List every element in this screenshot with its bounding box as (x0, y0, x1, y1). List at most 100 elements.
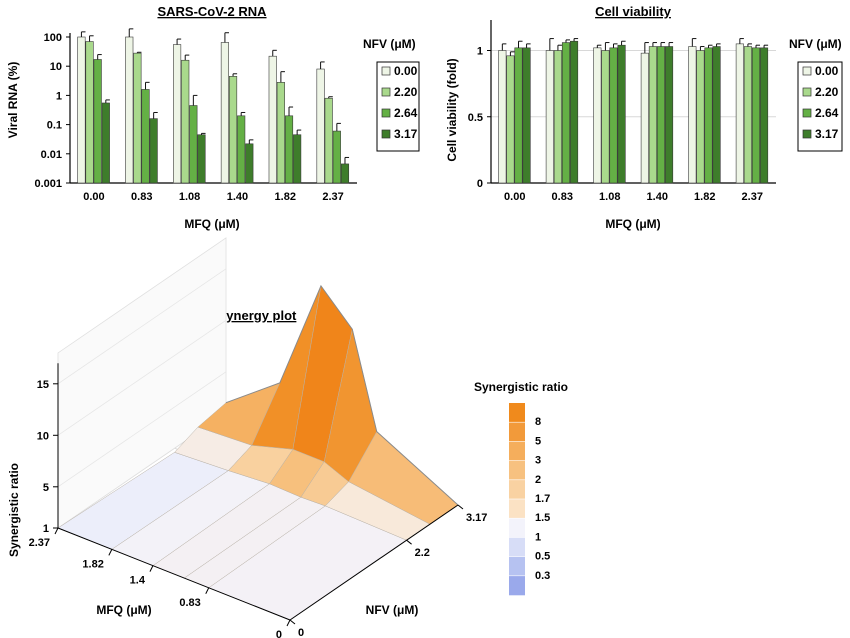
colorbar-segment (509, 537, 525, 557)
viral-rna-x-tick-label: 1.08 (179, 191, 200, 203)
cell-viability-y-tick-label: 0.5 (468, 112, 483, 124)
mfq-tick (54, 527, 59, 535)
viral-rna-bar (316, 68, 325, 184)
cell-viability-bars (498, 38, 769, 184)
colorbar-label: 2 (535, 474, 541, 486)
cell-viability-bar (514, 47, 523, 184)
viral-rna-bar (237, 115, 246, 184)
viral-rna-bar (125, 36, 134, 184)
cell-viability-x-tick-label: 2.37 (742, 191, 763, 203)
viral-rna-x-tick-label: 2.37 (322, 191, 343, 203)
viral-rna-legend-title: NFV (μM) (363, 37, 416, 51)
cell-viability-bar (656, 46, 666, 184)
viral-rna-y-tick-label: 0.001 (34, 178, 62, 190)
cell-viability-legend-swatch (802, 87, 812, 97)
surface-edge (225, 284, 459, 506)
colorbar-label: 0.3 (535, 570, 550, 582)
cell-viability-bar (751, 47, 761, 184)
cell-viability-bar (617, 44, 626, 184)
colorbar-segment (509, 441, 525, 461)
viral-rna-legend-label: 0.00 (394, 64, 418, 78)
nfv-tick-label: 2.2 (415, 547, 430, 559)
synergy-plot-title: Synergy plot (218, 308, 297, 323)
viral-rna-bar (293, 134, 302, 184)
viral-rna-y-tick-label: 1 (56, 90, 62, 102)
viral-rna-bar (189, 105, 198, 184)
z-tick-label: 15 (37, 379, 49, 391)
z-tick-label: 10 (37, 430, 49, 442)
viral-rna-legend-swatch (381, 129, 391, 139)
colorbar-label: 5 (535, 435, 541, 447)
colorbar-segment (509, 422, 525, 442)
viral-rna-x-tick-label: 0.00 (83, 191, 104, 203)
colorbar-label: 1.7 (535, 493, 550, 505)
synergy-surface (57, 284, 459, 621)
viral-rna-axes: 100 10 1 0.1 0.01 0.001 0.00 0.83 1.08 1.40 1.82 2.… (34, 32, 357, 203)
cell-viability-bar (712, 46, 721, 184)
cell-viability-bar (593, 47, 602, 184)
z-tick-label: 5 (43, 482, 49, 494)
colorbar-label: 1.5 (535, 512, 550, 524)
colorbar-segment (509, 518, 525, 538)
viral-rna-bars (77, 28, 350, 184)
viral-rna-bar (85, 41, 94, 184)
synergy-x-label: NFV (μM) (366, 603, 419, 617)
mfq-tick-label: 1.82 (82, 558, 103, 570)
cell-viability-bar (553, 50, 562, 184)
viral-rna-bar (324, 97, 333, 184)
viral-rna-legend-swatch (381, 66, 391, 76)
viral-rna-chart: SARS-CoV-2 RNA 100 10 1 0.1 0.01 0.001 0.00 0.8… (6, 4, 420, 231)
wall-gridline (57, 268, 227, 385)
colorbar-label: 0.5 (535, 551, 550, 563)
viral-rna-bar (245, 143, 254, 184)
mfq-tick (286, 619, 291, 627)
viral-rna-bar (197, 134, 206, 184)
cell-viability-bar (506, 55, 515, 184)
cell-viability-x-tick-label: 1.40 (647, 191, 668, 203)
cell-viability-x-label: MFQ (μM) (605, 217, 660, 231)
viral-rna-y-tick-label: 10 (50, 61, 62, 73)
cell-viability-legend-label: 2.20 (815, 85, 839, 99)
colorbar-label: 3 (535, 455, 541, 467)
mfq-tick (149, 565, 154, 572)
nfv-tick-label: 3.17 (466, 512, 487, 524)
viral-rna-y-tick-label: 0.1 (47, 120, 62, 132)
viral-rna-bar (181, 59, 190, 184)
viral-rna-bar (149, 118, 158, 184)
viral-rna-bar (284, 115, 294, 184)
colorbar-segment (509, 460, 525, 481)
nfv-tick (457, 504, 464, 510)
mfq-tick-label: 1.4 (130, 575, 146, 587)
nfv-axis-line (289, 504, 459, 621)
cell-viability-bar (735, 43, 744, 184)
cell-viability-legend-title: NFV (μM) (789, 37, 842, 51)
colorbar-segment (509, 403, 525, 423)
wall-gridline (57, 371, 227, 488)
cell-viability-bar (522, 47, 531, 184)
cell-viability-axes: 1 0.5 0 0.00 0.83 1.08 1.40 1.82 2.37 (468, 20, 776, 203)
cell-viability-bar (760, 47, 769, 184)
cell-viability-bar (688, 46, 697, 184)
viral-rna-y-tick-label: 100 (44, 32, 62, 44)
viral-rna-x-tick-label: 1.82 (275, 191, 296, 203)
viral-rna-x-tick-label: 0.83 (131, 191, 152, 203)
cell-viability-x-tick-label: 0.83 (552, 191, 573, 203)
mfq-tick (205, 587, 210, 595)
viral-rna-legend-swatch (381, 87, 391, 97)
cell-viability-bar (648, 46, 657, 184)
synergy-colorbar: 8 5 3 2 1.7 1.5 1 0.5 0.3 (509, 403, 550, 596)
viral-rna-bar (276, 82, 285, 184)
cell-viability-x-tick-label: 1.82 (694, 191, 715, 203)
viral-rna-legend-swatch (381, 108, 391, 118)
viral-rna-legend-label: 2.64 (394, 106, 418, 120)
wall-gridline (57, 319, 227, 436)
cell-viability-legend-label: 0.00 (815, 64, 839, 78)
nfv-tick-label: 0 (298, 627, 304, 638)
viral-rna-y-label: Viral RNA (%) (6, 62, 20, 139)
z-tick-label: 1 (43, 523, 49, 535)
nfv-tick (406, 539, 412, 545)
synergy-colorbar-title: Synergistic ratio (474, 380, 568, 394)
colorbar-label: 8 (535, 416, 541, 428)
cell-viability-legend-swatch (802, 129, 812, 139)
